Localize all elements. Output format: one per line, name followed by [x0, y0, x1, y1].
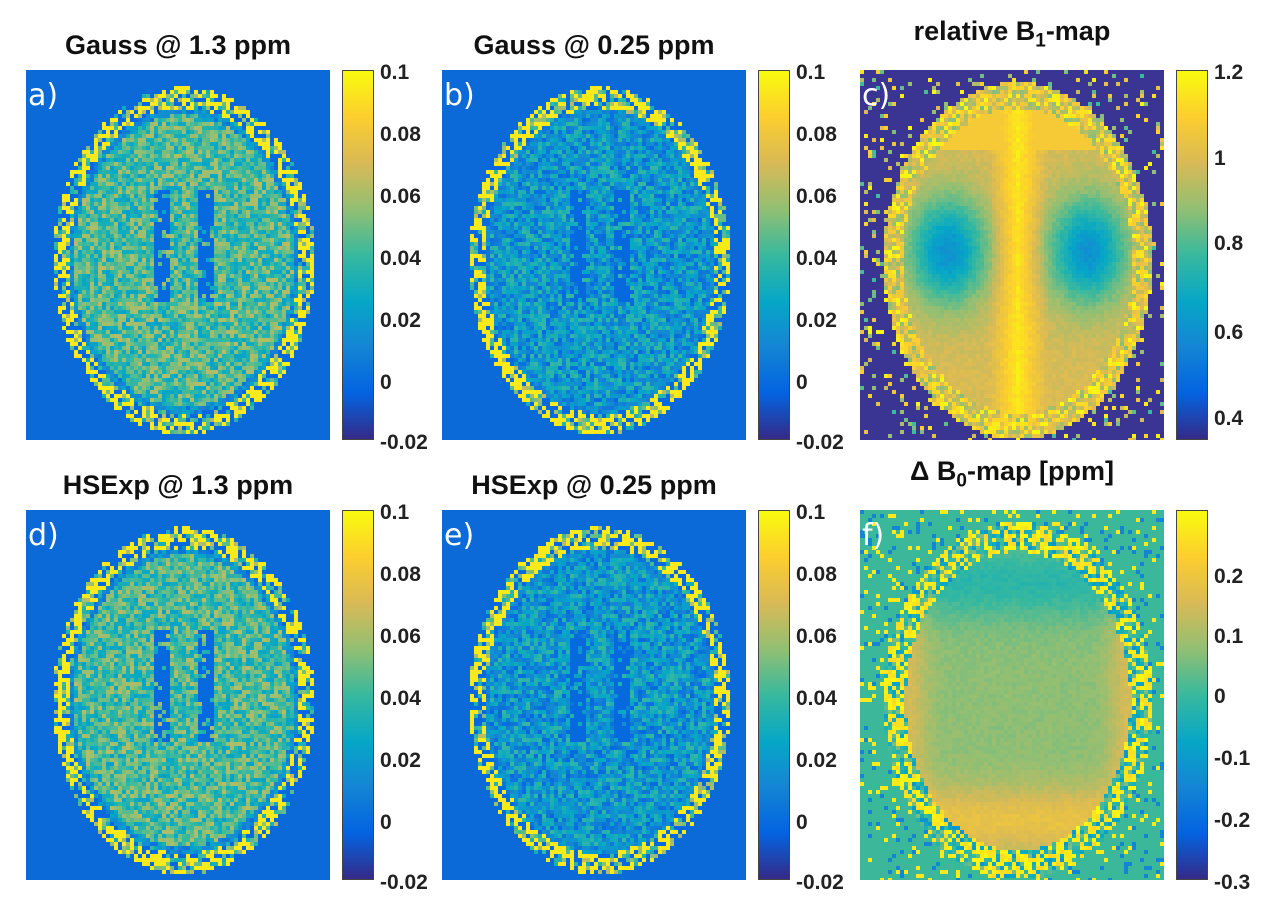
- panel-d-label: d): [28, 518, 59, 553]
- panel-f-title-tail: -map [ppm]: [967, 456, 1114, 486]
- panel-e-tick-label: 0.1: [796, 502, 825, 523]
- panel-d-colorbar: [342, 510, 374, 880]
- panel-a-tick-label: 0.1: [380, 62, 409, 83]
- panel-d-title: HSExp @ 1.3 ppm: [26, 470, 330, 501]
- panel-a-tick-label: 0.02: [380, 310, 421, 331]
- panel-b-tick-label: 0.06: [796, 186, 837, 207]
- panel-f-tick-label: -0.1: [1214, 748, 1250, 769]
- panel-e-brain-map: [470, 526, 730, 874]
- panel-c-colorbar: [1176, 70, 1208, 440]
- panel-a-image: a): [26, 70, 330, 440]
- panel-a-label: a): [28, 78, 58, 113]
- panel-e-tick-label: 0: [796, 812, 808, 833]
- panel-b-image: b): [442, 70, 746, 440]
- panel-d-tick-label: -0.02: [380, 872, 428, 893]
- panel-d-tick-label: 0.04: [380, 688, 421, 709]
- panel-e-tick-label: 0.08: [796, 564, 837, 585]
- panel-d-tick-label: 0.06: [380, 626, 421, 647]
- panel-a-tick-label: 0: [380, 372, 392, 393]
- panel-f-tick-label: -0.3: [1214, 872, 1250, 893]
- panel-c-tick-label: 1: [1214, 148, 1226, 169]
- panel-c-title-tail: -map: [1046, 16, 1111, 46]
- panel-f-title-sub: 0: [956, 470, 967, 491]
- panel-d-tick-label: 0.1: [380, 502, 409, 523]
- panel-b-tick-label: 0.04: [796, 248, 837, 269]
- panel-d-tick-label: 0.08: [380, 564, 421, 585]
- panel-a-tick-label: 0.04: [380, 248, 421, 269]
- panel-f-label: f): [862, 518, 884, 553]
- panel-f-tick-label: 0.2: [1214, 566, 1243, 587]
- panel-a-tick-label: 0.08: [380, 124, 421, 145]
- panel-c-tick-label: 1.2: [1214, 62, 1243, 83]
- panel-e-tick-label: -0.02: [796, 872, 844, 893]
- panel-e-tick-label: 0.06: [796, 626, 837, 647]
- panel-f-image: f): [860, 510, 1164, 880]
- panel-f-title-main: Δ B: [910, 456, 956, 486]
- panel-e-colorbar: [758, 510, 790, 880]
- panel-f-tick-label: 0.1: [1214, 626, 1243, 647]
- panel-d-tick-label: 0.02: [380, 750, 421, 771]
- panel-b-tick-label: 0.02: [796, 310, 837, 331]
- panel-c-title-main: relative B: [914, 16, 1036, 46]
- panel-b-colorbar: [758, 70, 790, 440]
- panel-c-image: c): [860, 70, 1164, 440]
- panel-c-tick-label: 0.8: [1214, 233, 1243, 254]
- panel-c-title: relative B1-map: [860, 16, 1164, 52]
- panel-f-tick-label: 0: [1214, 686, 1226, 707]
- panel-f-colorbar: [1176, 510, 1208, 880]
- panel-e-image: e): [442, 510, 746, 880]
- panel-e-label: e): [444, 518, 474, 553]
- panel-a-tick-label: -0.02: [380, 432, 428, 453]
- panel-b-tick-label: -0.02: [796, 432, 844, 453]
- panel-a-title: Gauss @ 1.3 ppm: [26, 30, 330, 61]
- panel-b-tick-label: 0.1: [796, 62, 825, 83]
- panel-d-image: d): [26, 510, 330, 880]
- panel-d-tick-label: 0: [380, 812, 392, 833]
- panel-b-brain-map: [470, 86, 730, 434]
- panel-c-label: c): [862, 78, 890, 113]
- panel-c-title-sub: 1: [1035, 30, 1046, 51]
- panel-d-brain-map: [54, 526, 314, 874]
- panel-f-b0-map: [860, 510, 1164, 880]
- panel-a-tick-label: 0.06: [380, 186, 421, 207]
- panel-a-brain-map: [54, 86, 314, 434]
- panel-e-tick-label: 0.02: [796, 750, 837, 771]
- panel-b-label: b): [444, 78, 475, 113]
- panel-e-title: HSExp @ 0.25 ppm: [442, 470, 746, 501]
- panel-c-b1-map: [860, 70, 1164, 440]
- panel-c-tick-label: 0.6: [1214, 322, 1243, 343]
- panel-b-tick-label: 0.08: [796, 124, 837, 145]
- panel-e-tick-label: 0.04: [796, 688, 837, 709]
- panel-b-tick-label: 0: [796, 372, 808, 393]
- panel-c-tick-label: 0.4: [1214, 408, 1243, 429]
- panel-a-colorbar: [342, 70, 374, 440]
- panel-b-title: Gauss @ 0.25 ppm: [442, 30, 746, 61]
- panel-f-tick-label: -0.2: [1214, 810, 1250, 831]
- panel-f-title: Δ B0-map [ppm]: [860, 456, 1164, 492]
